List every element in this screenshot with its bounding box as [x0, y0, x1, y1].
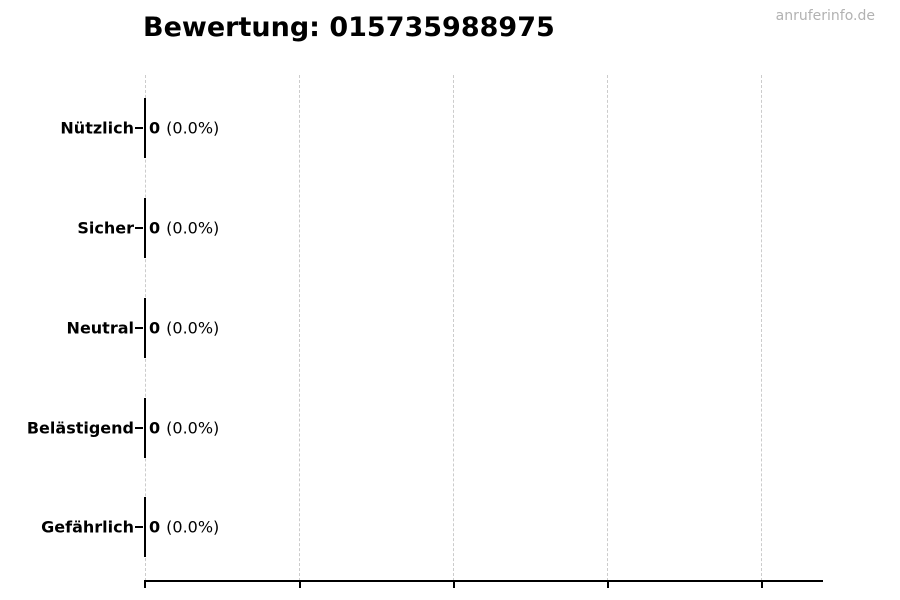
value-count: 0	[149, 318, 161, 338]
bar-zero-width	[144, 298, 146, 358]
value-label: 0 (0.0%)	[149, 518, 219, 537]
value-count: 0	[149, 118, 161, 138]
bar-zero-width	[144, 397, 146, 458]
bar-zero-width	[144, 198, 146, 258]
vertical-gridline	[453, 75, 454, 581]
chart-row: Sicher 0 (0.0%)	[0, 198, 900, 258]
x-axis-tick	[606, 582, 609, 588]
y-axis-tick	[135, 526, 143, 528]
x-axis-tick	[298, 582, 301, 588]
value-count: 0	[149, 517, 161, 537]
value-label: 0 (0.0%)	[149, 219, 219, 238]
y-axis-tick	[135, 327, 143, 329]
value-label: 0 (0.0%)	[149, 319, 219, 338]
value-count: 0	[149, 418, 161, 437]
value-percent: (0.0%)	[166, 118, 220, 138]
vertical-gridline	[761, 75, 762, 581]
x-axis-tick	[144, 582, 146, 588]
chart-row: Neutral 0 (0.0%)	[0, 298, 900, 358]
value-percent: (0.0%)	[166, 318, 220, 338]
category-label: Neutral	[66, 318, 134, 338]
value-label: 0 (0.0%)	[149, 418, 219, 437]
category-label: Sicher	[77, 218, 134, 238]
category-label: Belästigend	[26, 418, 134, 437]
x-axis-line	[144, 580, 823, 582]
value-percent: (0.0%)	[166, 418, 220, 437]
y-axis-tick	[135, 127, 143, 129]
chart-row: Gefährlich 0 (0.0%)	[0, 497, 900, 557]
category-label: Gefährlich	[41, 517, 134, 537]
value-label: 0 (0.0%)	[149, 119, 219, 138]
y-axis-tick	[135, 227, 143, 229]
chart-row: Nützlich 0 (0.0%)	[0, 98, 900, 158]
chart-row: Belästigend 0 (0.0%)	[0, 397, 900, 458]
y-axis-tick	[135, 426, 143, 429]
watermark-text: anruferinfo.de	[775, 8, 875, 24]
value-percent: (0.0%)	[166, 517, 220, 537]
x-axis-tick	[760, 582, 763, 588]
bar-zero-width	[144, 98, 146, 158]
category-label: Nützlich	[60, 118, 134, 138]
bar-zero-width	[144, 497, 146, 557]
value-percent: (0.0%)	[166, 218, 220, 238]
vertical-gridline	[607, 75, 608, 581]
chart-title: Bewertung: 015735988975	[143, 12, 555, 43]
x-axis-tick	[452, 582, 455, 588]
vertical-gridline	[299, 75, 300, 581]
value-count: 0	[149, 218, 161, 238]
